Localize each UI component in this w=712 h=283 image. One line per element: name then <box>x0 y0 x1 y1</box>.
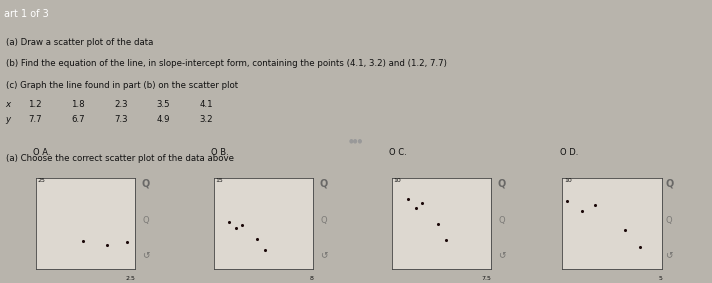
Text: 4.9: 4.9 <box>157 115 170 124</box>
Text: 6.7: 6.7 <box>71 115 85 124</box>
Text: (a) Choose the correct scatter plot of the data above: (a) Choose the correct scatter plot of t… <box>6 154 234 163</box>
Text: 10: 10 <box>394 178 402 183</box>
Text: O A.: O A. <box>33 148 51 157</box>
Point <box>432 222 444 227</box>
Text: ↺: ↺ <box>320 250 328 259</box>
Text: 5: 5 <box>659 276 662 281</box>
Text: 2.5: 2.5 <box>125 276 135 281</box>
Text: O D.: O D. <box>560 148 579 157</box>
Text: 7.7: 7.7 <box>28 115 42 124</box>
Text: O C.: O C. <box>389 148 407 157</box>
Text: (b) Find the equation of the line, in slope-intercept form, containing the point: (b) Find the equation of the line, in sl… <box>6 59 446 68</box>
Point <box>562 199 573 204</box>
Point <box>589 203 600 208</box>
Text: 8: 8 <box>310 276 313 281</box>
Point <box>402 197 413 201</box>
Text: 3.5: 3.5 <box>157 100 170 110</box>
Text: (c) Graph the line found in part (b) on the scatter plot: (c) Graph the line found in part (b) on … <box>6 81 238 90</box>
Text: Q: Q <box>142 179 150 189</box>
Point <box>223 220 234 225</box>
Text: Q: Q <box>498 179 506 189</box>
Text: 4.1: 4.1 <box>199 100 213 110</box>
Text: 1.8: 1.8 <box>71 100 85 110</box>
Point <box>577 209 588 214</box>
Text: (a) Draw a scatter plot of the data: (a) Draw a scatter plot of the data <box>6 38 153 47</box>
Text: 3.2: 3.2 <box>199 115 213 124</box>
Text: Q: Q <box>498 216 506 225</box>
Text: O B.: O B. <box>211 148 229 157</box>
Text: 7.5: 7.5 <box>481 276 491 281</box>
Text: 10: 10 <box>565 178 572 183</box>
Text: Q: Q <box>665 179 674 189</box>
Point <box>259 247 271 252</box>
Text: Q: Q <box>320 179 328 189</box>
Point <box>102 242 113 247</box>
Point <box>634 245 645 249</box>
Point <box>441 238 452 242</box>
Point <box>619 227 631 232</box>
Point <box>194 255 205 260</box>
Text: 25: 25 <box>38 178 46 183</box>
Text: ↺: ↺ <box>142 250 150 259</box>
Point <box>78 239 89 243</box>
Text: 1.2: 1.2 <box>28 100 42 110</box>
Text: 2.3: 2.3 <box>114 100 127 110</box>
Text: Q: Q <box>142 216 150 225</box>
Text: ●●●: ●●● <box>349 139 363 144</box>
Text: Q: Q <box>666 216 673 225</box>
Text: x: x <box>6 100 11 110</box>
Point <box>410 206 422 211</box>
Text: y: y <box>6 115 11 124</box>
Point <box>251 237 263 241</box>
Text: Q: Q <box>320 216 328 225</box>
Point <box>122 240 133 245</box>
Text: art 1 of 3: art 1 of 3 <box>4 9 48 19</box>
Text: ↺: ↺ <box>498 250 506 259</box>
Text: ↺: ↺ <box>666 250 673 259</box>
Point <box>230 226 241 231</box>
Point <box>417 200 428 205</box>
Point <box>169 249 181 253</box>
Text: 15: 15 <box>216 178 224 183</box>
Point <box>236 222 248 227</box>
Text: 7.3: 7.3 <box>114 115 127 124</box>
